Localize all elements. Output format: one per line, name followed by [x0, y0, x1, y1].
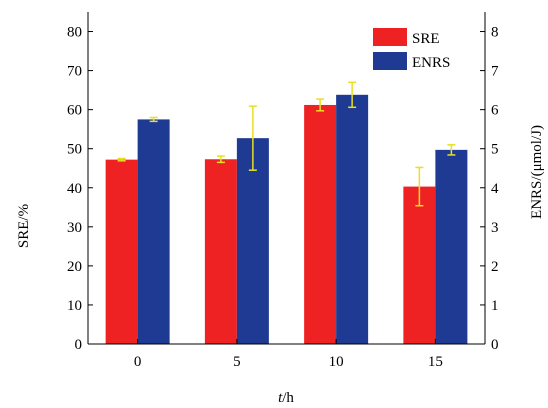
bar-sre-10 — [304, 104, 337, 345]
y2-axis-title: ENRS/(μmol/J) — [529, 125, 545, 219]
y2-tick-label-4: 4 — [491, 181, 499, 197]
bar-sre-15 — [403, 186, 436, 344]
x-tick-label-15: 15 — [428, 354, 443, 370]
bar-enrs-0 — [137, 119, 170, 344]
y-axis-title: SRE/% — [16, 204, 32, 248]
y-tick-label-10: 10 — [67, 298, 82, 314]
y-tick-label-30: 30 — [67, 220, 82, 236]
legend-swatch-enrs — [373, 52, 407, 70]
bar-sre-5 — [204, 159, 237, 344]
x-axis-title-italic: t — [278, 390, 283, 406]
y2-tick-label-0: 0 — [491, 337, 499, 353]
x-tick-label-10: 10 — [329, 354, 344, 370]
legend-label-enrs: ENRS — [412, 55, 450, 71]
ticks-layer: 0 5 10 15 0 10 20 30 40 50 60 70 80 0 1 2 3 4 5 6 7 8 — [67, 25, 499, 370]
legend-swatch-sre — [373, 28, 407, 46]
y2-tick-label-7: 7 — [491, 64, 499, 80]
x-axis-title-unit: /h — [282, 390, 294, 406]
axes-layer — [87, 12, 486, 345]
bar-enrs-10 — [336, 94, 369, 344]
y2-tick-label-5: 5 — [491, 142, 499, 158]
legend: SRE ENRS — [373, 28, 450, 71]
bar-enrs-5 — [236, 138, 269, 344]
y2-tick-label-3: 3 — [491, 220, 499, 236]
y2-tick-label-2: 2 — [491, 259, 499, 275]
y2-tick-label-6: 6 — [491, 103, 499, 119]
y-tick-label-60: 60 — [67, 103, 82, 119]
y-tick-label-70: 70 — [67, 64, 82, 80]
y-tick-label-40: 40 — [67, 181, 82, 197]
error-bars-layer — [117, 81, 456, 207]
bar-enrs-15 — [435, 149, 468, 344]
y-tick-label-0: 0 — [75, 337, 83, 353]
y2-tick-label-1: 1 — [491, 298, 499, 314]
y-tick-label-50: 50 — [67, 142, 82, 158]
x-tick-label-5: 5 — [233, 354, 241, 370]
x-axis-title: t/h — [278, 390, 294, 406]
x-tick-label-0: 0 — [134, 354, 142, 370]
bars-layer — [105, 94, 468, 345]
y2-tick-label-8: 8 — [491, 25, 499, 41]
legend-label-sre: SRE — [412, 31, 440, 47]
y-tick-label-20: 20 — [67, 259, 82, 275]
y-tick-label-80: 80 — [67, 25, 82, 41]
bar-sre-0 — [105, 159, 138, 344]
